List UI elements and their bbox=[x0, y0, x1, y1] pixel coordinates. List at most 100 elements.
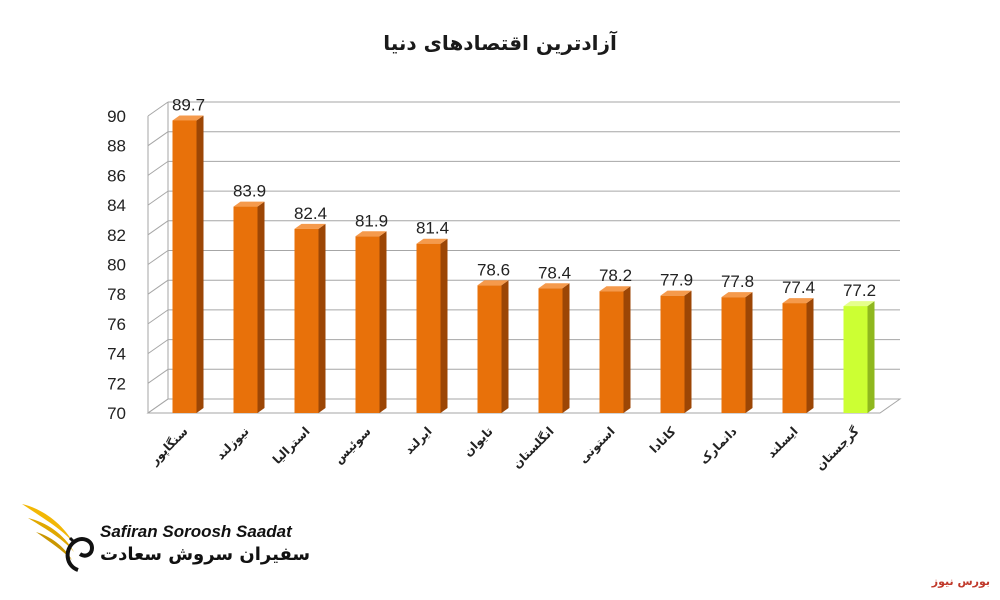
bar-side bbox=[867, 301, 875, 413]
y-tick-label: 72 bbox=[107, 374, 126, 393]
x-tick-label: سوئیس bbox=[331, 424, 374, 467]
bar bbox=[416, 238, 448, 413]
bar-front bbox=[416, 243, 441, 413]
gridline-depth bbox=[147, 131, 169, 147]
data-label: 82.4 bbox=[294, 204, 327, 223]
bar-top bbox=[355, 231, 387, 237]
bar-side bbox=[379, 231, 387, 413]
bar bbox=[782, 298, 814, 413]
y-tick-label: 78 bbox=[107, 285, 126, 304]
bar bbox=[660, 290, 692, 413]
y-tick-label: 80 bbox=[107, 256, 126, 275]
bar-top bbox=[294, 223, 326, 229]
bars bbox=[172, 115, 875, 413]
bar-top bbox=[599, 286, 631, 292]
data-label: 83.9 bbox=[233, 182, 266, 201]
data-label: 78.2 bbox=[599, 266, 632, 285]
x-tick-label: دانمارک bbox=[697, 424, 740, 467]
chart-title: آزادترین اقتصادهای دنیا bbox=[383, 30, 618, 55]
bar-side bbox=[745, 292, 753, 413]
x-tick-label: استرالیا bbox=[270, 424, 313, 467]
x-tick-label: گرجستان bbox=[813, 424, 862, 473]
gridline-depth bbox=[147, 368, 169, 384]
bar bbox=[172, 115, 204, 413]
chart-floor bbox=[146, 398, 902, 414]
bar bbox=[538, 283, 570, 413]
bar-front bbox=[477, 285, 502, 413]
bar-side bbox=[684, 290, 692, 413]
gridline-depth bbox=[147, 220, 169, 236]
gridline-depth bbox=[147, 190, 169, 206]
x-tick-label: سنگاپور bbox=[147, 424, 192, 469]
swan-logo-icon bbox=[22, 504, 95, 572]
bar bbox=[294, 223, 326, 413]
bar-top bbox=[660, 290, 692, 296]
x-tick-label: استونی bbox=[576, 424, 618, 466]
gridline-depth bbox=[147, 250, 169, 265]
bar bbox=[599, 286, 631, 413]
bar bbox=[843, 301, 875, 413]
data-label: 77.9 bbox=[660, 271, 693, 290]
data-label: 78.4 bbox=[538, 263, 571, 282]
bar-top bbox=[721, 292, 753, 298]
bar-front bbox=[843, 306, 868, 413]
bar-side bbox=[562, 283, 570, 413]
gridline-depth bbox=[147, 101, 169, 117]
bar-side bbox=[623, 286, 631, 413]
source-credit: بورس نیوز bbox=[931, 575, 990, 588]
bar-front bbox=[172, 120, 197, 413]
bar-front bbox=[538, 288, 563, 413]
bar bbox=[477, 280, 509, 413]
data-label: 81.9 bbox=[355, 211, 388, 230]
bar-front bbox=[599, 291, 624, 413]
y-tick-label: 86 bbox=[107, 166, 126, 185]
gridline-depth bbox=[147, 160, 169, 176]
bar-top bbox=[233, 201, 265, 207]
grid: 70 72 74 76 78 80 82 84 86 88 90 bbox=[107, 101, 902, 423]
data-label: 77.8 bbox=[721, 272, 754, 291]
y-tick-label: 90 bbox=[107, 107, 126, 126]
data-label: 81.4 bbox=[416, 219, 449, 238]
bar-front bbox=[294, 228, 319, 413]
y-tick-label: 74 bbox=[107, 345, 126, 364]
bar-top bbox=[843, 301, 875, 307]
gridline-depth bbox=[147, 279, 169, 295]
bar-side bbox=[318, 223, 326, 413]
data-label: 78.6 bbox=[477, 260, 510, 279]
x-tick-label: نیوزلند bbox=[213, 424, 252, 463]
x-tick-label: کانادا bbox=[647, 424, 679, 456]
bar bbox=[721, 292, 753, 413]
company-logo: Safiran Soroosh Saadat سفیران سروش سعادت bbox=[18, 492, 310, 584]
x-tick-label: ایسلند bbox=[764, 424, 800, 460]
bar-front bbox=[660, 295, 685, 413]
bar-front bbox=[355, 236, 380, 413]
y-tick-label: 82 bbox=[107, 226, 126, 245]
x-tick-label: ایرلند bbox=[402, 424, 435, 457]
bar-side bbox=[440, 238, 448, 413]
logo-text-en: Safiran Soroosh Saadat bbox=[100, 522, 292, 541]
bar-side bbox=[501, 280, 509, 413]
bar-top bbox=[172, 115, 204, 121]
bar bbox=[233, 201, 265, 413]
y-tick-label: 70 bbox=[107, 404, 126, 423]
data-label: 89.7 bbox=[172, 95, 205, 114]
bar-side bbox=[257, 201, 265, 413]
data-label: 77.4 bbox=[782, 278, 815, 297]
bar-side bbox=[806, 298, 814, 413]
logo-text-fa: سفیران سروش سعادت bbox=[100, 544, 311, 565]
bar-top bbox=[416, 238, 448, 244]
bar-top bbox=[477, 280, 509, 286]
bar-top bbox=[538, 283, 570, 289]
data-label: 77.2 bbox=[843, 281, 876, 300]
bar-top bbox=[782, 298, 814, 304]
gridline-depth bbox=[147, 309, 169, 325]
x-tick-label: تایوان bbox=[461, 424, 497, 460]
gridline-depth bbox=[147, 339, 169, 355]
y-tick-label: 76 bbox=[107, 315, 126, 334]
y-tick-label: 84 bbox=[107, 196, 126, 215]
bar-front bbox=[233, 206, 258, 413]
bar-front bbox=[721, 297, 746, 413]
y-tick-label: 88 bbox=[107, 137, 126, 156]
bar-side bbox=[196, 115, 204, 413]
